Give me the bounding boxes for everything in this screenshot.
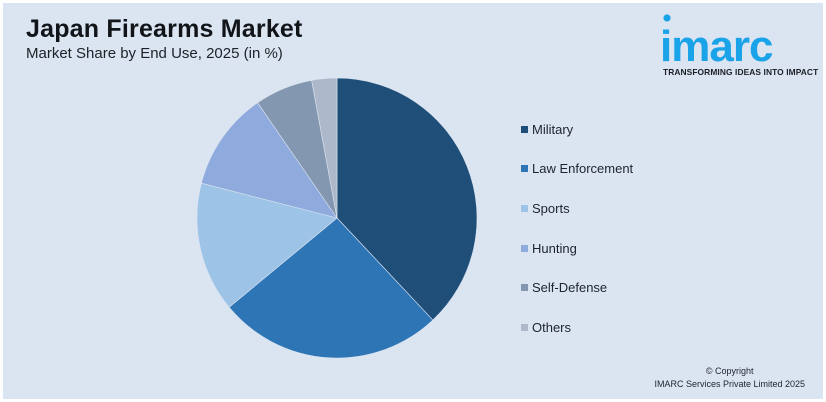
chart-title: Japan Firearms Market <box>26 15 303 43</box>
legend-item-self-defense: Self-Defense <box>521 278 633 298</box>
chart-legend: Military Law Enforcement Sports Hunting … <box>521 119 633 357</box>
chart-subtitle: Market Share by End Use, 2025 (in %) <box>26 45 283 62</box>
legend-swatch <box>521 284 528 292</box>
legend-swatch <box>521 323 528 331</box>
copyright-notice: © Copyright IMARC Services Private Limit… <box>654 365 805 391</box>
pie-slice-law-enforcement <box>228 217 434 359</box>
logo-tagline: TRANSFORMING IDEAS INTO IMPACT <box>663 67 819 77</box>
legend-label: Law Enforcement <box>532 161 634 177</box>
legend-label: Hunting <box>532 240 577 256</box>
legend-label: Sports <box>532 200 570 216</box>
pie-slice-others <box>311 77 338 219</box>
legend-item-law-enforcement: Law Enforcement <box>521 159 633 179</box>
legend-item-sports: Sports <box>521 198 633 218</box>
legend-label: Military <box>532 121 574 137</box>
legend-item-others: Others <box>521 317 633 337</box>
legend-item-military: Military <box>521 119 633 139</box>
imarc-logo: imarc <box>660 14 774 71</box>
legend-swatch <box>521 204 528 212</box>
logo-wordmark: imarc <box>660 22 773 71</box>
chart-card: Japan Firearms Market Market Share by En… <box>3 3 823 399</box>
legend-swatch <box>521 125 528 133</box>
legend-swatch <box>521 244 528 252</box>
pie-slice-sports <box>196 182 338 308</box>
legend-item-hunting: Hunting <box>521 238 633 258</box>
pie-chart <box>196 77 478 359</box>
pie-slice-hunting <box>201 102 338 219</box>
legend-label: Others <box>532 319 572 335</box>
legend-swatch <box>521 165 528 173</box>
copyright-company: IMARC Services Private Limited 2025 <box>654 379 805 389</box>
copyright-line: © Copyright <box>705 366 754 376</box>
legend-label: Self-Defense <box>532 280 608 296</box>
pie-slice-military <box>336 77 478 321</box>
